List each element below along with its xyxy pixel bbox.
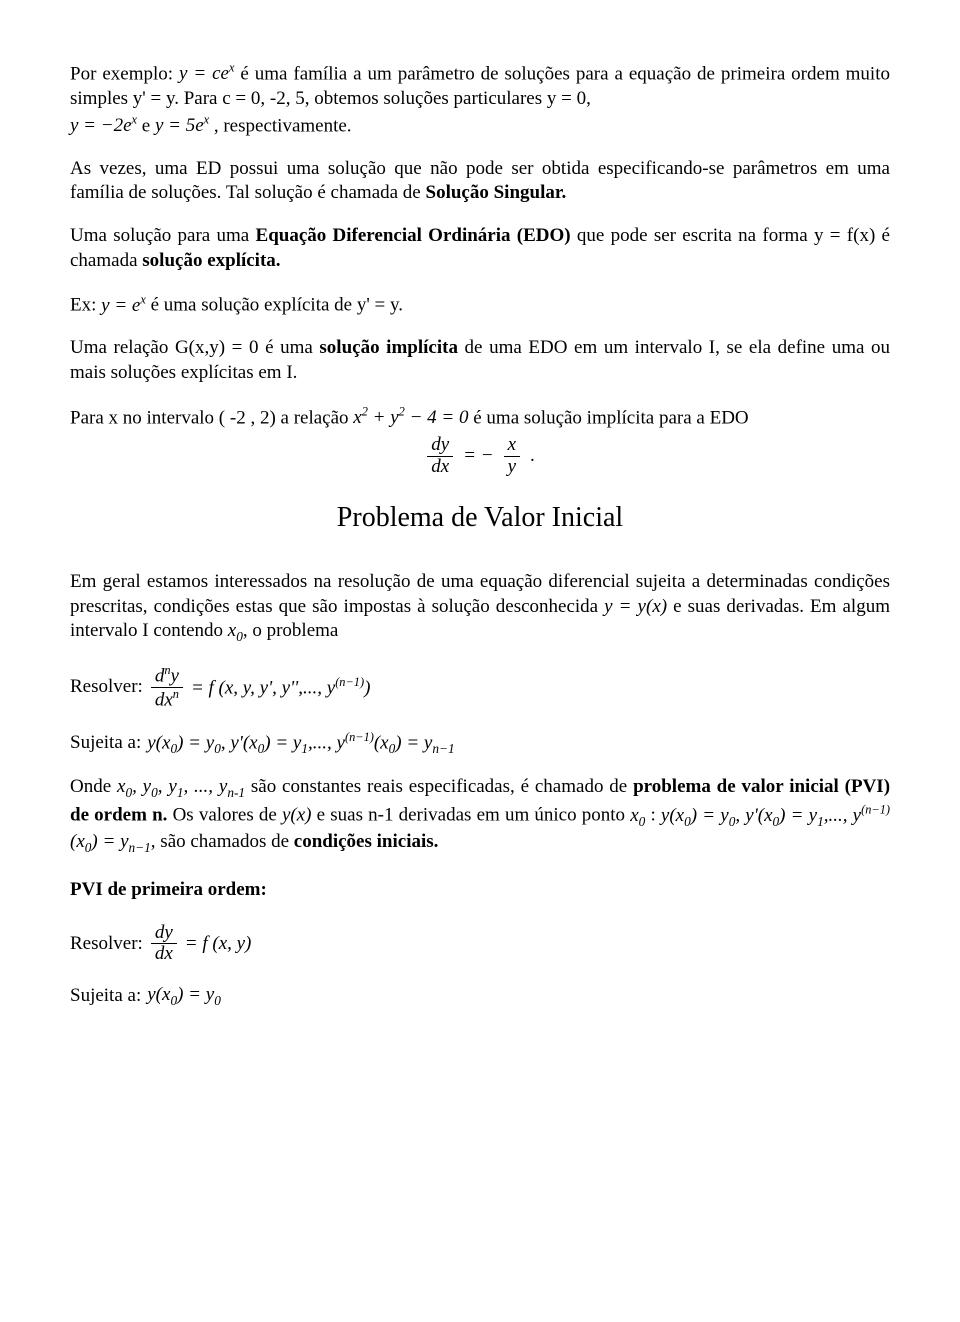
para-explicita: Uma solução para uma Equação Diferencial…: [70, 224, 890, 273]
resolver-line-n: Resolver: dny dxn = f (x, y, y', y'',...…: [70, 664, 890, 711]
eq-fxyy: = f (x, y, y', y'',..., y(n−1)): [191, 674, 370, 701]
label-sujeita: Sujeita a:: [70, 731, 141, 756]
text: , são chamados de: [151, 831, 294, 852]
text: e suas n-1 derivadas em um único ponto: [312, 805, 631, 826]
text: e: [142, 115, 155, 136]
text: são constantes reais especificadas, é ch…: [245, 776, 633, 797]
eq-yx0-y0: y(x0) = y0: [147, 983, 221, 1009]
text: Uma solução para uma: [70, 225, 256, 246]
para-singular: As vezes, uma ED possui uma solução que …: [70, 157, 890, 206]
term-edo: Equação Diferencial Ordinária (EDO): [256, 225, 571, 246]
label-sujeita: Sujeita a:: [70, 984, 141, 1009]
text: , respectivamente.: [214, 115, 352, 136]
text: Ex:: [70, 295, 101, 316]
label-resolver: Resolver:: [70, 932, 143, 957]
para-pvi-intro: Em geral estamos interessados na resoluç…: [70, 570, 890, 645]
text: Para x no intervalo ( -2 , 2) a relação: [70, 407, 353, 428]
resolver-line-1: Resolver: dy dx = f (x, y): [70, 923, 890, 966]
eq-fxy: = f (x, y): [185, 932, 252, 957]
text: Por exemplo:: [70, 63, 179, 84]
x0: x0: [228, 620, 243, 641]
eq-dy-dx: dy dx = − x y .: [70, 435, 890, 478]
text: , o problema: [243, 620, 339, 641]
para-implicita: Uma relação G(x,y) = 0 é uma solução imp…: [70, 336, 890, 385]
term-cond-iniciais: condições iniciais.: [294, 831, 439, 852]
sujeita-line-n: Sujeita a: y(x0) = y0, y'(x0) = y1,..., …: [70, 729, 890, 757]
eq-yex: y = ex: [101, 295, 150, 316]
para-interval: Para x no intervalo ( -2 , 2) a relação …: [70, 404, 890, 431]
heading-pvi: Problema de Valor Inicial: [70, 500, 890, 536]
text: é uma solução explícita de y' = y.: [151, 295, 403, 316]
para-example: Por exemplo: y = cex é uma família a um …: [70, 60, 890, 139]
label-resolver: Resolver:: [70, 675, 143, 700]
eq-circle: x2 + y2 − 4 = 0: [353, 407, 473, 428]
eq-5ex: y = 5ex: [155, 115, 214, 136]
text: Os valores de: [167, 805, 282, 826]
eq-yyx: y = y(x): [604, 596, 667, 617]
dot: .: [530, 444, 535, 469]
eq-neg: = −: [463, 444, 493, 469]
text: Uma relação G(x,y) = 0 é uma: [70, 337, 319, 358]
para-onde: Onde x0, y0, y1, ..., yn-1 são constante…: [70, 775, 890, 856]
frac-x-y: x y: [504, 435, 520, 478]
sujeita-line-1: Sujeita a: y(x0) = y0: [70, 983, 890, 1009]
term-singular: Solução Singular.: [426, 182, 567, 203]
frac-dy-dx: dy dx: [427, 435, 453, 478]
text: Onde: [70, 776, 117, 797]
eq-conditions: y(x0) = y0, y'(x0) = y1,..., y(n−1)(x0) …: [147, 729, 454, 757]
eq-m2ex: y = −2ex: [70, 115, 142, 136]
term-explicita: solução explícita.: [142, 250, 280, 271]
para-ex-explicita: Ex: y = ex é uma solução explícita de y'…: [70, 291, 890, 318]
frac-dny-dxn: dny dxn: [151, 664, 183, 711]
term-implicita: solução implícita: [319, 337, 458, 358]
eq-yce: y = cex: [179, 63, 240, 84]
heading-pvi1: PVI de primeira ordem:: [70, 878, 890, 903]
text: é uma solução implícita para a EDO: [473, 407, 748, 428]
frac-dy-dx-2: dy dx: [151, 923, 177, 966]
